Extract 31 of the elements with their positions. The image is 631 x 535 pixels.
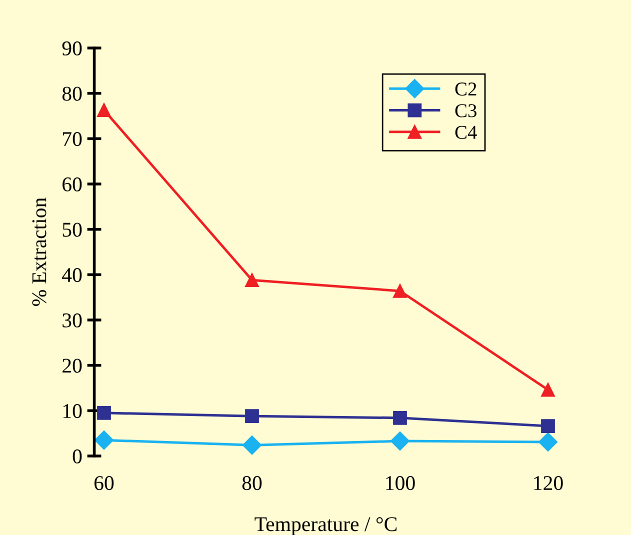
legend-label: C2 [455, 82, 476, 96]
x-tick-label: 120 [534, 476, 563, 490]
y-tick-label: 20 [62, 358, 82, 373]
y-tick-label: 0 [72, 449, 82, 464]
point [245, 273, 259, 288]
point [242, 436, 262, 455]
point [393, 410, 407, 425]
y-tick-label: 70 [63, 132, 82, 146]
y-tick-label: 50 [62, 222, 82, 237]
point [94, 430, 114, 450]
point [390, 432, 410, 451]
point [245, 409, 259, 424]
y-tick-label: 80 [62, 86, 82, 101]
x-tick-label: 80 [242, 476, 262, 490]
x-tick-label: 60 [94, 476, 114, 490]
legend-label: C3 [455, 104, 476, 118]
point [541, 419, 555, 434]
y-axis-title: % Extraction [32, 198, 46, 306]
y-tick-label: 10 [63, 404, 82, 418]
point [393, 284, 407, 298]
legend-label: C4 [455, 126, 477, 139]
x-axis-title: Temperature / °C [254, 517, 397, 535]
y-tick-label: 40 [62, 268, 82, 282]
y-tick-label: 60 [62, 177, 82, 192]
point [538, 432, 558, 452]
y-tick-label: 30 [62, 313, 82, 328]
point [541, 382, 555, 397]
point [97, 406, 111, 420]
point [97, 103, 111, 118]
x-tick-label: 100 [386, 476, 415, 490]
y-tick-label: 90 [62, 41, 82, 56]
